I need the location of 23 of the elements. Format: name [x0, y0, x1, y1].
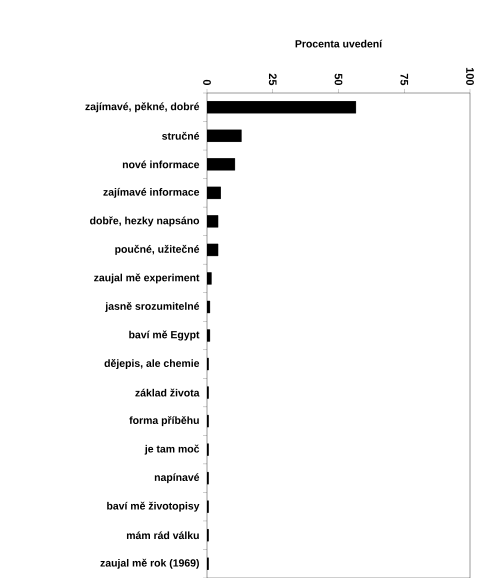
y-tick-label: mám rád válku [126, 531, 199, 540]
y-tick-label: zaujal mě rok (1969) [100, 558, 199, 569]
y-tick-label: nové informace [122, 160, 200, 168]
x-tick-label: 25 [268, 74, 277, 86]
y-tick-label: baví mě životopisy [107, 502, 200, 512]
y-tick-label: napínavé [154, 473, 200, 484]
x-tick-label: 100 [466, 68, 474, 86]
x-axis-title: Procenta uvedení [296, 40, 382, 48]
y-tick-label: poučné, užitečné [115, 244, 200, 255]
y-tick-label: stručné [162, 132, 200, 140]
y-tick-label: zajímavé, pěkné, dobré [85, 102, 200, 112]
x-tick-label: 0 [203, 80, 211, 86]
y-tick-label: je tam moč [144, 444, 200, 455]
y-tick-label: základ života [135, 388, 200, 397]
y-tick-label: baví mě Egypt [129, 330, 200, 341]
y-tick-label: dějepis, ale chemie [104, 359, 200, 370]
y-tick-label: forma příběhu [129, 416, 199, 426]
y-tick-label: jasně srozumitelné [105, 302, 200, 312]
y-tick-label: dobře, hezky napsáno [90, 216, 200, 226]
x-tick-label: 50 [334, 74, 342, 86]
y-tick-label: zaujal mě experiment [94, 273, 200, 284]
x-tick-label: 75 [400, 74, 408, 86]
y-tick-label: zajímavé informace [103, 188, 200, 198]
